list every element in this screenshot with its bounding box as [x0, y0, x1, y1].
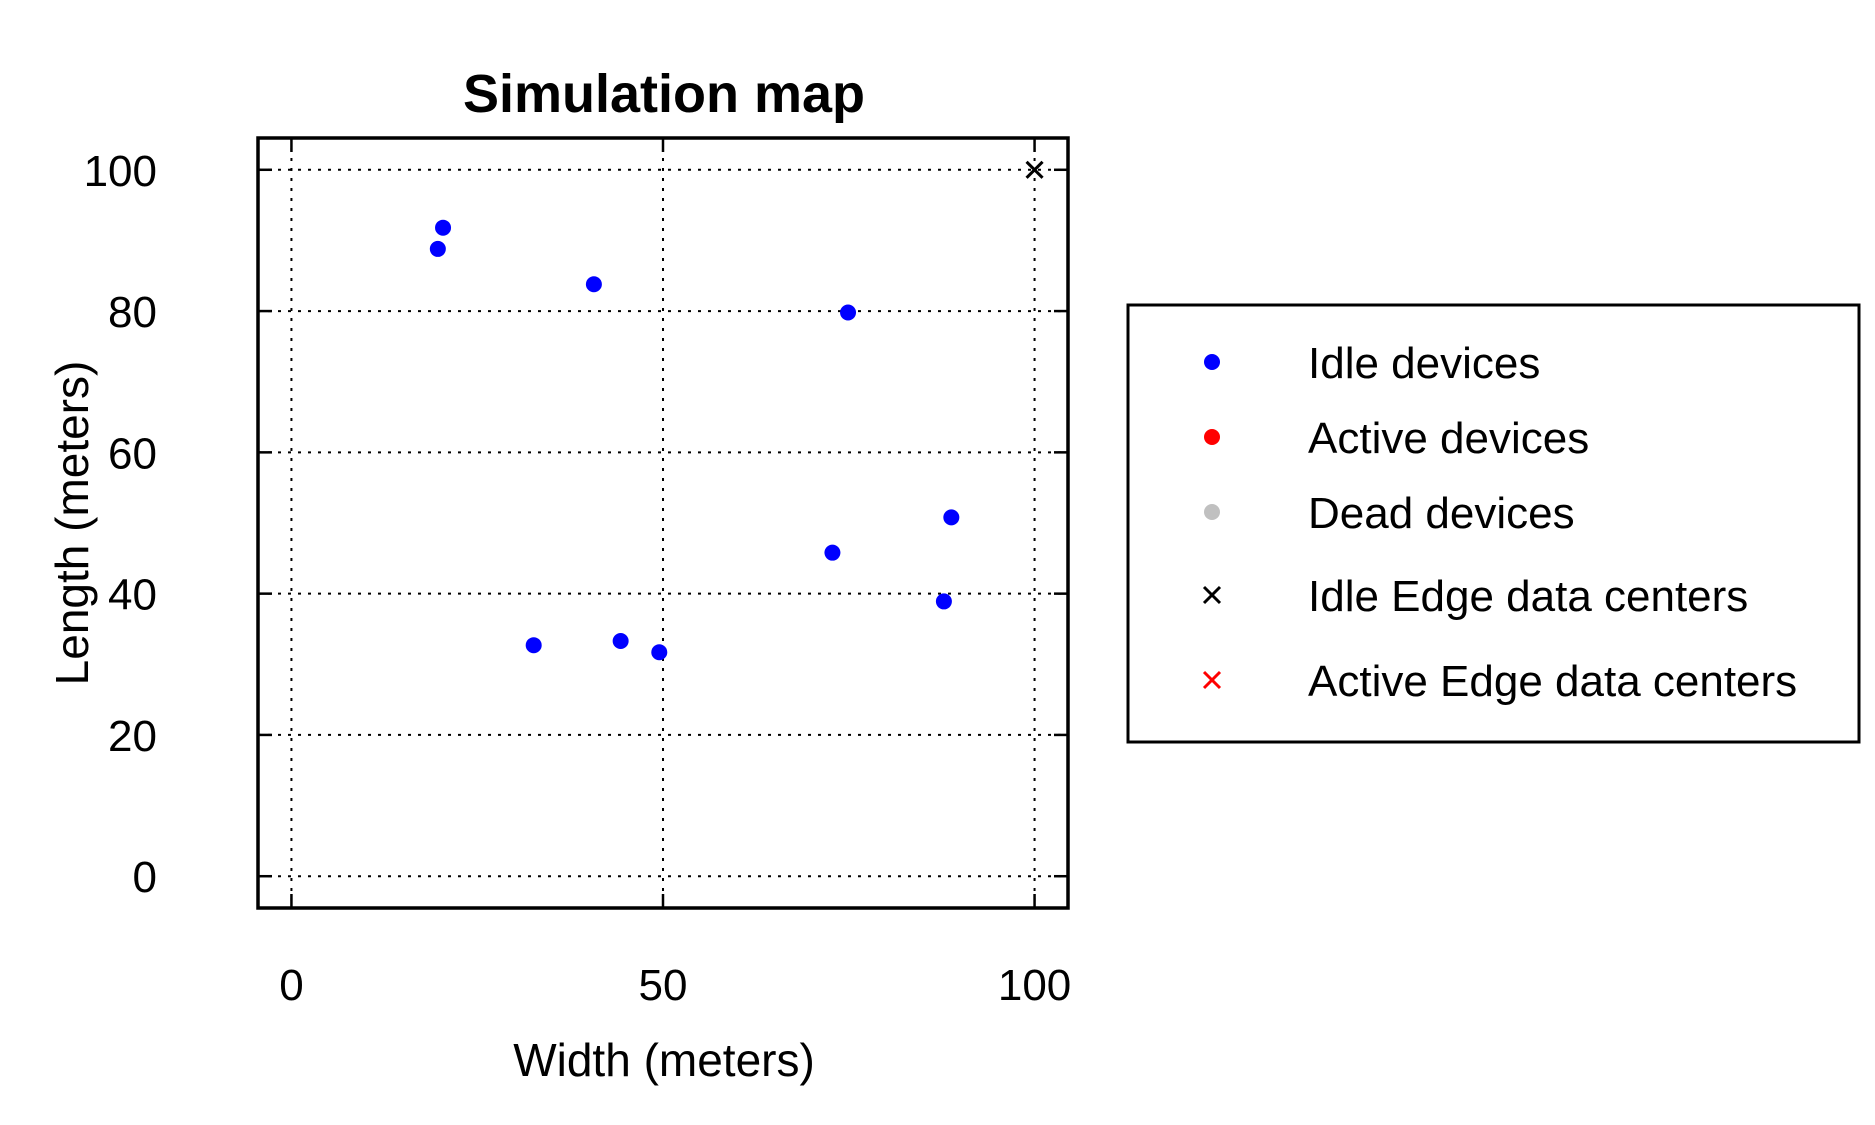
device-point [840, 304, 857, 321]
x-tick-label: 0 [279, 961, 303, 1010]
legend-marker [1202, 670, 1222, 690]
legend-marker [1204, 504, 1220, 520]
device-point [651, 644, 668, 661]
y-axis-label: Length (meters) [46, 361, 98, 686]
y-tick-label: 0 [133, 853, 157, 902]
y-tick-label: 100 [84, 147, 157, 196]
y-tick-label: 20 [108, 712, 157, 761]
y-tick-label: 80 [108, 288, 157, 337]
legend: Idle devices Active devices Dead devices Id… [1126, 303, 1861, 744]
device-point [525, 637, 542, 654]
plot-area-frame [256, 136, 1070, 910]
legend-marker [1204, 429, 1220, 445]
axis-ticks: 0 50 100 0 20 40 60 80 100 [84, 138, 1071, 1010]
device-point [585, 276, 602, 293]
edge-data-center-point [1025, 160, 1044, 179]
x-tick-label: 50 [639, 961, 688, 1010]
x-axis-label: Width (meters) [513, 1034, 815, 1086]
legend-marker [1204, 354, 1220, 370]
device-point [824, 544, 841, 561]
data-points [429, 160, 1044, 661]
y-tick-label: 60 [108, 429, 157, 478]
legend-label: Idle Edge data centers [1308, 572, 1748, 621]
grid-lines [258, 138, 1068, 908]
legend-label: Active devices [1308, 414, 1589, 463]
device-point [435, 219, 452, 236]
legend-label: Active Edge data centers [1308, 657, 1797, 706]
device-point [943, 509, 960, 526]
device-point [429, 240, 446, 257]
legend-label: Dead devices [1308, 489, 1575, 538]
device-point [612, 632, 629, 649]
legend-marker [1202, 585, 1222, 605]
chart-title: Simulation map [463, 64, 865, 124]
device-point [935, 593, 952, 610]
legend-frame [1126, 303, 1861, 744]
legend-label: Idle devices [1308, 339, 1540, 388]
x-tick-label: 100 [998, 961, 1071, 1010]
y-tick-label: 40 [108, 571, 157, 620]
